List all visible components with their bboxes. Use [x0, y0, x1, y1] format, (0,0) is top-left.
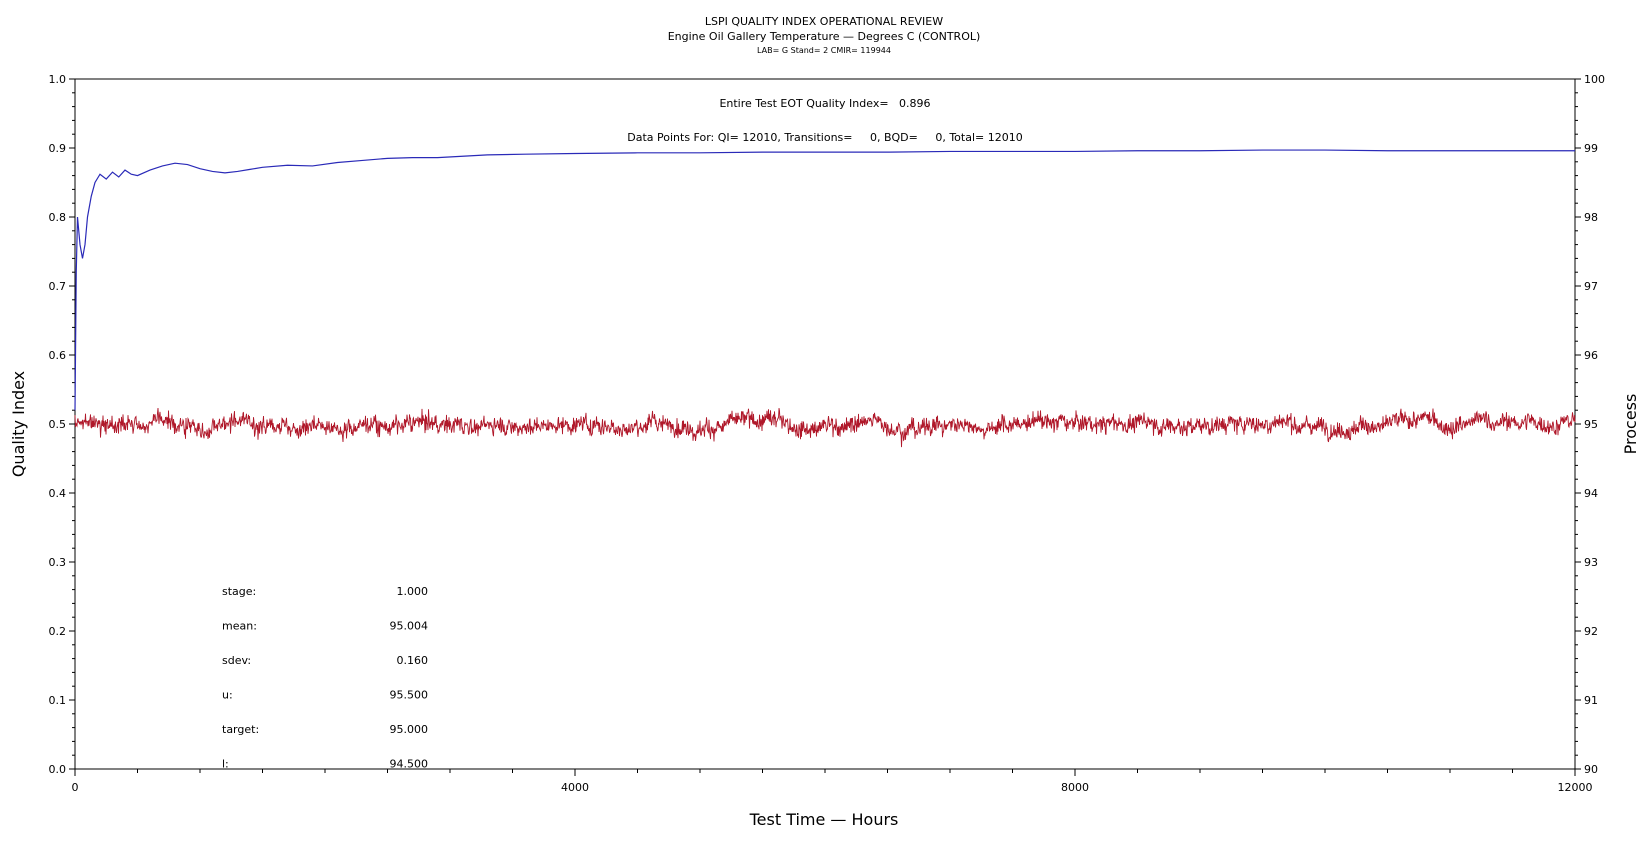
y-left-tick-label: 0.8: [49, 211, 67, 224]
stat-value: 95.004: [390, 620, 429, 633]
y-left-tick-label: 0.2: [49, 625, 67, 638]
stat-label: sdev:: [222, 654, 251, 667]
y-right-tick-label: 94: [1584, 487, 1598, 500]
stat-label: l:: [222, 758, 229, 771]
x-tick-label: 8000: [1061, 781, 1089, 794]
annotation-quality: Entire Test EOT Quality Index= 0.896: [719, 97, 930, 110]
y-left-tick-label: 0.1: [49, 694, 67, 707]
x-tick-label: 0: [72, 781, 79, 794]
y-left-tick-label: 0.5: [49, 418, 67, 431]
y-left-tick-label: 0.7: [49, 280, 67, 293]
process-line: [74, 407, 1576, 448]
y-right-tick-label: 93: [1584, 556, 1598, 569]
x-tick-label: 12000: [1558, 781, 1593, 794]
chart-title: LSPI QUALITY INDEX OPERATIONAL REVIEW: [705, 15, 943, 28]
annotation-points: Data Points For: QI= 12010, Transitions=…: [627, 131, 1022, 144]
x-axis-label: Test Time — Hours: [749, 810, 899, 829]
chart-subsubtitle: LAB= G Stand= 2 CMIR= 119944: [757, 46, 891, 55]
y-right-tick-label: 99: [1584, 142, 1598, 155]
stat-label: u:: [222, 689, 233, 702]
y-left-tick-label: 0.9: [49, 142, 67, 155]
y-left-tick-label: 0.4: [49, 487, 67, 500]
y-right-tick-label: 91: [1584, 694, 1598, 707]
x-tick-label: 4000: [561, 781, 589, 794]
stat-label: mean:: [222, 620, 257, 633]
stat-value: 95.000: [390, 723, 429, 736]
y-axis-label-right: Process: [1621, 394, 1640, 455]
y-left-tick-label: 0.0: [49, 763, 67, 776]
axis-ticks: 0.0 0.1 0.2 0.3 0.4 0.5 0.6 0.7 0.8 0.9 1.0 90 91 92 9…: [49, 73, 1606, 794]
y-right-tick-label: 96: [1584, 349, 1598, 362]
plot-frame: [74, 78, 1576, 770]
y-right-tick-label: 98: [1584, 211, 1598, 224]
stat-label: stage:: [222, 585, 256, 598]
chart-subtitle: Engine Oil Gallery Temperature — Degrees…: [668, 30, 981, 43]
y-right-tick-label: 95: [1584, 418, 1598, 431]
y-axis-label-left: Quality Index: [9, 371, 28, 477]
stat-value: 95.500: [390, 689, 429, 702]
quality-index-line: [74, 149, 1575, 411]
y-left-tick-label: 0.3: [49, 556, 67, 569]
y-right-tick-label: 90: [1584, 763, 1598, 776]
y-left-tick-label: 1.0: [49, 73, 67, 86]
stats-block: stage: 1.000 mean: 95.004 sdev: 0.160 u: 95.500…: [222, 585, 428, 771]
process-series: [74, 407, 1576, 448]
stat-value: 1.000: [397, 585, 429, 598]
quality-index-series: [74, 149, 1575, 411]
stat-label: target:: [222, 723, 259, 736]
y-right-tick-label: 97: [1584, 280, 1598, 293]
y-right-tick-label: 92: [1584, 625, 1598, 638]
stat-value: 0.160: [397, 654, 429, 667]
y-right-tick-label: 100: [1584, 73, 1605, 86]
stat-value: 94.500: [390, 758, 429, 771]
y-left-tick-label: 0.6: [49, 349, 67, 362]
